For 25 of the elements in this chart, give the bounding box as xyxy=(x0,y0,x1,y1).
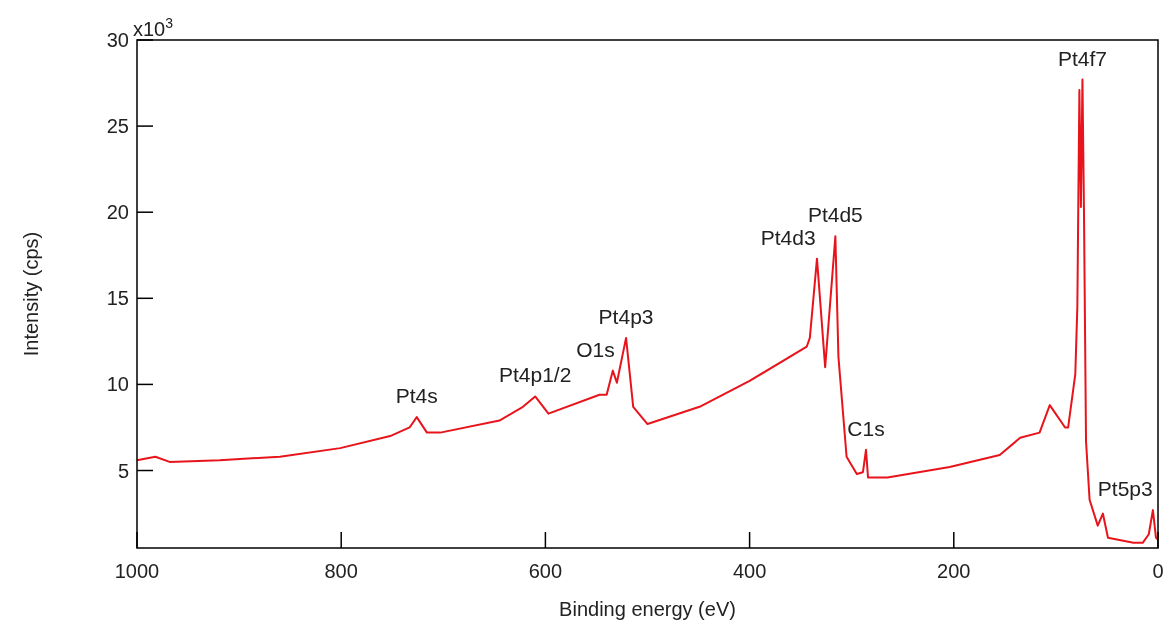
annotation: C1s xyxy=(847,416,885,440)
annotation: Pt5p3 xyxy=(1097,477,1153,501)
annotation: Pt4p3 xyxy=(598,304,654,328)
x-axis-title: Binding energy (eV) xyxy=(559,598,736,620)
x-tick-label: 400 xyxy=(732,560,767,582)
annotation: Pt4d3 xyxy=(760,225,816,249)
line-series xyxy=(136,78,1159,544)
annotation: Pt4p1/2 xyxy=(498,363,572,387)
annotation: O1s xyxy=(576,337,615,361)
annotation: Pt4s xyxy=(395,384,438,408)
x-tick-label: 200 xyxy=(937,560,971,582)
y-tick-label: 20 xyxy=(106,201,129,224)
y-axis-title: Intensity (cps) xyxy=(20,231,42,357)
annotation: Pt4d5 xyxy=(807,203,863,227)
x-tick-label: 800 xyxy=(324,560,358,582)
y-tick-label: 30 xyxy=(106,29,129,51)
y-tick-label: 5 xyxy=(117,459,129,482)
annotation: x10$^{3}$ xyxy=(133,15,174,40)
y-tick-label: 15 xyxy=(106,287,129,310)
annotation: Pt4f7 xyxy=(1057,46,1107,70)
x-tick-label: 600 xyxy=(528,560,563,582)
y-tick-label: 25 xyxy=(106,115,129,138)
y-tick-label: 10 xyxy=(106,373,129,396)
x-tick-label: 1000 xyxy=(114,560,160,582)
x-tick-label: 0 xyxy=(1152,560,1164,582)
